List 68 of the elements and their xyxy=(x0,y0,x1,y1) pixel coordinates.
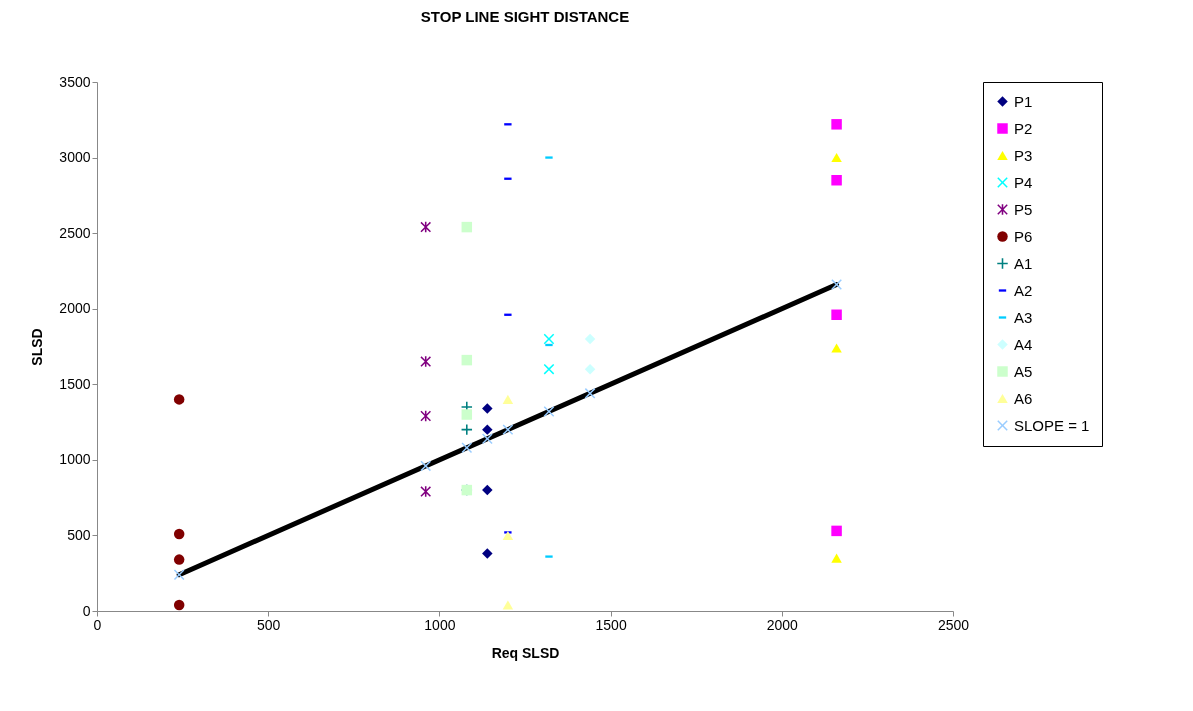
point xyxy=(173,569,185,580)
point xyxy=(482,548,493,559)
point xyxy=(482,484,493,496)
legend-label: P2 xyxy=(1014,119,1033,137)
point xyxy=(831,525,842,537)
point xyxy=(502,424,514,435)
point xyxy=(543,406,555,417)
x-tick-label: 2000 xyxy=(766,616,799,633)
point xyxy=(173,394,185,405)
chart-title: STOP LINE SIGHT DISTANCE xyxy=(420,8,630,25)
point xyxy=(584,388,596,399)
y-tick-label: 3500 xyxy=(59,73,91,90)
x-tick-label: 1500 xyxy=(595,616,627,633)
point xyxy=(420,486,431,497)
legend-label: P1 xyxy=(1014,92,1033,110)
y-axis-title: SLSD xyxy=(29,328,46,366)
x-tick-label: 0 xyxy=(93,616,102,633)
x-tick-label: 1000 xyxy=(424,616,456,633)
legend-label: A4 xyxy=(1014,335,1033,353)
legend-label: A5 xyxy=(1014,362,1033,380)
point xyxy=(543,363,555,375)
point xyxy=(173,528,185,540)
point xyxy=(502,530,514,540)
legend-label: A3 xyxy=(1014,308,1033,326)
legend-label: SLOPE = 1 xyxy=(1014,416,1090,434)
point xyxy=(831,119,842,130)
point xyxy=(831,309,842,320)
legend-label: A2 xyxy=(1014,281,1033,299)
legend-label: P5 xyxy=(1014,200,1033,218)
y-tick-label: 3000 xyxy=(59,149,91,166)
point xyxy=(482,424,493,435)
point xyxy=(420,356,431,367)
legend-label: A1 xyxy=(1014,254,1033,272)
point xyxy=(831,343,842,353)
legend-label: P6 xyxy=(1014,227,1033,245)
point xyxy=(420,460,431,472)
y-tick-label: 1500 xyxy=(59,375,91,392)
y-tick-label: 2000 xyxy=(59,300,91,317)
x-tick-label: 500 xyxy=(257,616,281,633)
point xyxy=(420,410,431,422)
point xyxy=(461,354,473,366)
point xyxy=(831,175,842,186)
y-tick-label: 500 xyxy=(67,526,91,543)
point xyxy=(584,363,596,375)
point xyxy=(420,221,431,233)
y-tick-label: 0 xyxy=(82,602,91,619)
y-tick-label: 1000 xyxy=(59,451,91,468)
legend-label: P3 xyxy=(1014,146,1033,164)
point xyxy=(831,553,842,563)
point xyxy=(831,279,842,290)
point xyxy=(461,424,473,435)
x-tick-label: 2500 xyxy=(937,616,970,633)
point xyxy=(482,433,493,444)
point xyxy=(461,221,473,233)
x-axis-title: Req SLSD xyxy=(491,644,560,661)
legend-label: P4 xyxy=(1014,173,1033,191)
y-tick-label: 2500 xyxy=(59,224,91,241)
point xyxy=(173,554,185,565)
point xyxy=(543,333,555,345)
point xyxy=(502,394,514,404)
point xyxy=(173,599,185,611)
legend-label: A6 xyxy=(1014,389,1033,407)
point xyxy=(831,153,842,163)
point xyxy=(461,442,473,454)
point xyxy=(482,403,493,414)
point xyxy=(584,333,596,345)
point xyxy=(461,409,473,420)
point xyxy=(502,600,514,610)
